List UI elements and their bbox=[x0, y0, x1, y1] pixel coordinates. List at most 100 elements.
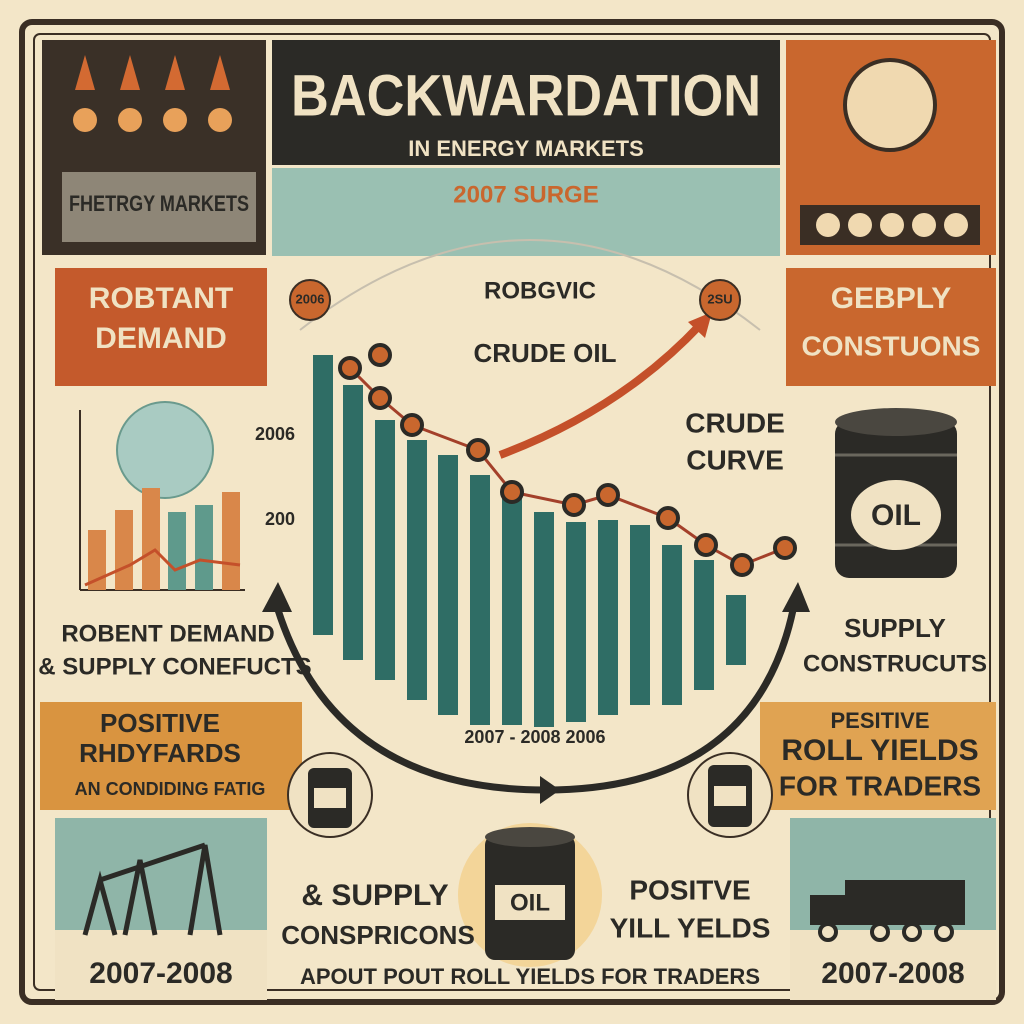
decoration bbox=[407, 440, 427, 700]
badge: 2006 bbox=[296, 291, 325, 306]
decoration bbox=[466, 438, 490, 462]
decoration bbox=[714, 786, 746, 806]
decoration bbox=[534, 512, 554, 727]
decoration bbox=[55, 268, 267, 386]
decoration bbox=[694, 533, 718, 557]
decoration bbox=[782, 582, 810, 612]
decoration bbox=[73, 108, 97, 132]
footer: APOUT POUT ROLL YIELDS FOR TRADERS bbox=[300, 964, 760, 989]
decoration bbox=[598, 520, 618, 715]
axis-label: 2006 bbox=[255, 424, 295, 444]
bottom-text: YILL YELDS bbox=[610, 912, 771, 943]
decoration bbox=[662, 545, 682, 705]
box-text: DEMAND bbox=[95, 322, 227, 355]
axis-label: 2007 - 2008 2006 bbox=[464, 727, 605, 747]
banner-text: FOR TRADERS bbox=[779, 770, 981, 801]
decoration bbox=[289, 279, 331, 321]
caption: SUPPLY bbox=[844, 613, 946, 643]
decoration bbox=[790, 930, 996, 1000]
decoration bbox=[912, 213, 936, 237]
decoration bbox=[502, 495, 522, 725]
decoration bbox=[870, 922, 890, 942]
bottom-text: & SUPPLY bbox=[301, 879, 448, 912]
decoration bbox=[880, 213, 904, 237]
decoration bbox=[222, 492, 240, 590]
decoration bbox=[470, 475, 490, 725]
caption: CONSTRUCUTS bbox=[803, 650, 987, 677]
panel-label: FHETRGY MARKETS bbox=[69, 191, 249, 216]
decoration bbox=[500, 480, 524, 504]
decoration bbox=[118, 108, 142, 132]
decoration bbox=[338, 343, 797, 577]
axis-label: 200 bbox=[265, 509, 295, 529]
decoration bbox=[142, 488, 160, 590]
decoration bbox=[562, 493, 586, 517]
decoration bbox=[313, 355, 333, 635]
decoration bbox=[88, 530, 106, 590]
decoration bbox=[272, 40, 780, 165]
caption: & SUPPLY CONEFUCTS bbox=[38, 653, 311, 680]
decoration bbox=[116, 401, 214, 499]
decoration bbox=[122, 859, 158, 936]
decoration bbox=[299, 239, 761, 331]
decoration bbox=[120, 55, 140, 90]
decoration bbox=[760, 702, 996, 810]
banner-text: RHDYFARDS bbox=[79, 738, 241, 768]
chart-label: CRUDE bbox=[685, 407, 785, 438]
decoration bbox=[55, 930, 267, 1000]
decoration bbox=[848, 213, 872, 237]
decoration bbox=[75, 55, 95, 90]
decoration bbox=[314, 788, 346, 808]
bottom-text: CONSPRICONS bbox=[281, 920, 475, 950]
decoration bbox=[313, 355, 746, 727]
bottom-text: POSITVE bbox=[629, 874, 750, 905]
chart-label: CURVE bbox=[686, 444, 784, 475]
decoration bbox=[400, 413, 424, 437]
barrel-label: OIL bbox=[510, 889, 550, 916]
decoration bbox=[566, 522, 586, 722]
decoration bbox=[168, 505, 213, 590]
decoration bbox=[33, 33, 991, 991]
decoration bbox=[845, 880, 965, 925]
decoration bbox=[540, 776, 560, 804]
decoration bbox=[343, 385, 363, 660]
decoration bbox=[816, 213, 840, 237]
decoration bbox=[730, 553, 754, 577]
box-text: ROBTANT bbox=[89, 282, 233, 315]
decoration bbox=[84, 548, 241, 587]
decoration bbox=[495, 885, 565, 920]
decoration bbox=[210, 55, 230, 90]
decoration bbox=[835, 408, 957, 436]
banner-text: AN CONDIDING FATIG bbox=[75, 779, 266, 799]
decoration bbox=[934, 922, 954, 942]
decoration bbox=[596, 483, 620, 507]
decoration bbox=[699, 279, 741, 321]
decoration bbox=[99, 842, 206, 883]
box-text: CONSTUONS bbox=[802, 330, 981, 361]
decoration bbox=[726, 595, 746, 665]
banner: 2007 SURGE bbox=[453, 181, 598, 208]
decoration bbox=[630, 525, 650, 705]
decoration bbox=[773, 536, 797, 560]
chart-label: CRUDE OIL bbox=[474, 338, 617, 368]
banner-text: POSITIVE bbox=[100, 708, 220, 738]
year: 2007-2008 bbox=[821, 957, 964, 990]
barrel-label: OIL bbox=[871, 499, 921, 532]
decoration bbox=[498, 322, 703, 459]
decoration bbox=[163, 108, 187, 132]
chart-label: ROBGVIC bbox=[484, 277, 596, 304]
decoration bbox=[843, 58, 937, 152]
decoration bbox=[368, 386, 392, 410]
decoration bbox=[195, 505, 213, 590]
decoration bbox=[485, 827, 575, 847]
decoration bbox=[902, 922, 922, 942]
decoration bbox=[688, 312, 712, 338]
decoration bbox=[818, 922, 838, 942]
decoration bbox=[438, 455, 458, 715]
decoration bbox=[656, 506, 680, 530]
title: BACKWARDATION bbox=[291, 63, 761, 128]
decoration bbox=[165, 55, 185, 90]
decoration bbox=[62, 172, 256, 242]
